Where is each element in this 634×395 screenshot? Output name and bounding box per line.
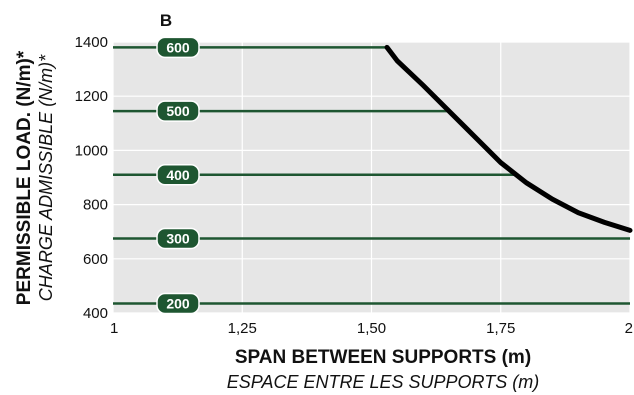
y-tick-label: 1400 <box>75 34 108 51</box>
level-badge-label: 600 <box>166 39 190 55</box>
x-tick-label: 2 <box>625 320 633 337</box>
level-badge-600 <box>156 36 200 59</box>
y-axis-title-secondary: CHARGE ADMISSIBLE (N/m)* <box>36 54 56 301</box>
grid <box>112 41 631 314</box>
level-badges: 600 500 400 300 200 <box>156 36 200 315</box>
y-tick-label: 1200 <box>75 88 108 105</box>
x-tick-label: 1 <box>110 320 118 337</box>
level-badge-label: 400 <box>166 167 190 183</box>
level-badge-300 <box>156 227 200 250</box>
level-badge-200 <box>156 292 200 315</box>
load-curve <box>384 44 633 233</box>
x-tick-labels: 1 1,25 1,50 1,75 2 <box>110 320 633 337</box>
level-badge-500 <box>156 100 200 122</box>
y-tick-label: 400 <box>83 305 108 322</box>
level-badge-label: 200 <box>166 296 190 312</box>
y-tick-label: 800 <box>83 197 108 214</box>
level-badge-400 <box>156 164 200 186</box>
level-badge-label: 500 <box>166 103 190 119</box>
x-axis-title: SPAN BETWEEN SUPPORTS (m) <box>235 347 531 368</box>
y-tick-label: 1000 <box>75 142 108 159</box>
x-tick-label: 1,25 <box>228 320 257 337</box>
level-badge-label: 300 <box>166 230 190 246</box>
panel-letter: B <box>160 11 172 30</box>
y-axis-title: PERMISSIBLE LOAD. (N/m)* <box>14 50 35 305</box>
x-tick-label: 1,50 <box>357 320 386 337</box>
y-tick-label: 600 <box>83 251 108 268</box>
x-tick-label: 1,75 <box>486 320 515 337</box>
y-tick-labels: 400 600 800 1000 1200 1400 <box>75 34 108 322</box>
x-axis-title-secondary: ESPACE ENTRE LES SUPPORTS (m) <box>227 372 539 392</box>
